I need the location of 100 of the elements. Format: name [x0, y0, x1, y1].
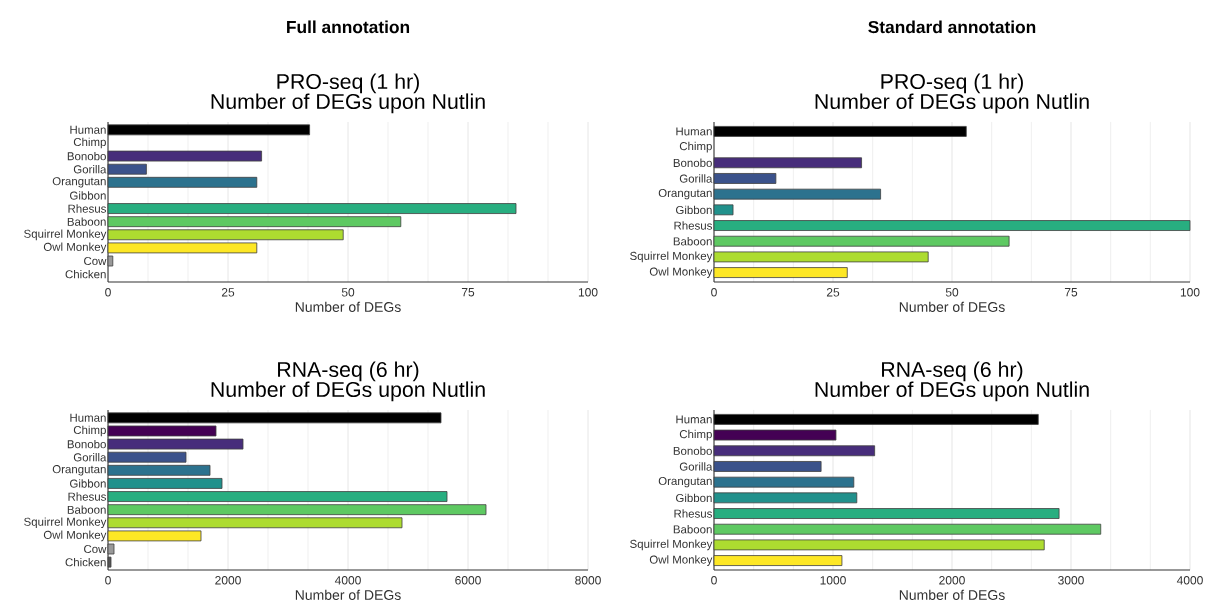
bar: [713, 235, 1010, 247]
bar: [713, 157, 862, 169]
x-tick-label: 0: [711, 576, 717, 585]
bar: [713, 461, 822, 472]
bar: [713, 220, 1191, 231]
y-tick-label: Chimp: [73, 425, 106, 437]
bar: [107, 451, 187, 463]
bar: [107, 478, 223, 489]
chart-subtitle: Number of DEGs upon Nutlin: [211, 93, 485, 114]
bar: [713, 414, 1039, 425]
x-tick-label: 25: [221, 288, 235, 297]
x-tick-label: 0: [105, 288, 111, 297]
text: Full annotation: [287, 20, 410, 34]
bar: [713, 555, 843, 566]
bar: [107, 491, 448, 502]
chart-subtitle: Number of DEGs upon Nutlin: [211, 381, 485, 402]
x-tick-label: 2000: [215, 576, 241, 585]
bar: [713, 508, 1060, 519]
x-tick-label: 75: [1064, 288, 1078, 297]
text: Standard annotation: [868, 20, 1036, 34]
y-tick-label: Rhesus: [674, 509, 712, 518]
x-tick-label: 100: [1180, 288, 1200, 297]
y-tick-label: Gibbon: [70, 479, 106, 488]
y-tick-label: Chimp: [73, 137, 106, 149]
bar: [107, 504, 487, 516]
y-tick-label: Squirrel Monkey: [24, 229, 107, 241]
x-axis-title: Number of DEGs: [295, 589, 401, 600]
y-tick-label: Owl Monkey: [43, 242, 107, 254]
x-tick-label: 4000: [334, 576, 361, 585]
x-tick-label: 25: [826, 288, 840, 297]
y-tick-label: Bonobo: [673, 158, 712, 167]
bar: [107, 150, 263, 162]
bar: [713, 523, 1102, 535]
chart-subtitle: Number of DEGs upon Nutlin: [815, 93, 1089, 114]
y-tick-label: Gibbon: [70, 191, 106, 200]
y-tick-label: Baboon: [673, 525, 712, 534]
x-tick-label: 0: [711, 288, 717, 297]
bar: [107, 216, 402, 228]
y-tick-label: Baboon: [67, 505, 106, 514]
bar: [107, 517, 403, 529]
x-tick-label: 3000: [1058, 576, 1084, 585]
y-tick-label: Gorilla: [679, 462, 713, 471]
y-tick-label: Chicken: [65, 269, 106, 279]
y-tick-label: Squirrel Monkey: [630, 251, 713, 263]
x-axis-title: Number of DEGs: [295, 301, 401, 312]
y-tick-label: Squirrel Monkey: [630, 539, 713, 551]
y-tick-label: Owl Monkey: [43, 530, 107, 542]
x-axis-title: Number of DEGs: [899, 301, 1005, 312]
y-tick-label: Baboon: [67, 217, 106, 226]
bar: [713, 267, 848, 278]
x-tick-label: 4000: [1176, 576, 1203, 585]
bar: [713, 173, 777, 184]
y-tick-label: Bonobo: [67, 151, 106, 161]
y-tick-label: Gibbon: [676, 205, 712, 215]
y-tick-label: Rhesus: [68, 492, 106, 501]
bar: [107, 124, 311, 136]
y-tick-label: Orangutan: [52, 465, 106, 476]
chart-title: PRO-seq (1 hr): [881, 73, 1023, 94]
y-tick-label: Baboon: [673, 237, 712, 246]
y-tick-label: Cow: [84, 544, 107, 554]
bar: [107, 163, 147, 175]
x-axis-title: Number of DEGs: [899, 589, 1005, 600]
bar: [713, 429, 837, 441]
y-tick-label: Human: [70, 125, 106, 134]
y-tick-label: Orangutan: [658, 188, 712, 200]
x-tick-label: 1000: [820, 576, 846, 585]
bar: [713, 204, 734, 216]
y-tick-label: Rhesus: [68, 204, 106, 213]
y-tick-label: Human: [676, 127, 712, 136]
y-tick-label: Bonobo: [673, 446, 712, 455]
x-tick-label: 50: [341, 288, 355, 297]
bar: [107, 176, 258, 188]
y-tick-label: Chicken: [65, 557, 106, 567]
y-tick-label: Orangutan: [658, 476, 712, 488]
bar: [713, 188, 881, 200]
y-tick-label: Gibbon: [676, 493, 712, 503]
bar: [713, 126, 967, 137]
y-tick-label: Bonobo: [67, 439, 106, 449]
y-tick-label: Chimp: [679, 429, 712, 441]
y-tick-label: Human: [676, 415, 712, 424]
chart-subtitle: Number of DEGs upon Nutlin: [815, 381, 1089, 402]
bar: [713, 445, 876, 457]
y-tick-label: Gorilla: [73, 453, 107, 462]
y-tick-label: Orangutan: [52, 177, 106, 188]
y-tick-label: Rhesus: [674, 221, 712, 230]
bar: [107, 203, 517, 214]
y-tick-label: Squirrel Monkey: [24, 517, 107, 529]
x-tick-label: 75: [461, 288, 475, 297]
bar: [713, 476, 855, 488]
bar: [107, 464, 211, 476]
chart-title: RNA-seq (6 hr): [278, 361, 419, 382]
y-tick-label: Owl Monkey: [649, 555, 713, 566]
x-tick-label: 100: [578, 288, 598, 297]
y-tick-label: Chimp: [679, 141, 712, 153]
x-tick-label: 2000: [939, 576, 965, 585]
chart-title: RNA-seq (6 hr): [882, 361, 1023, 382]
x-tick-label: 8000: [575, 576, 601, 585]
y-tick-label: Owl Monkey: [649, 267, 713, 278]
x-tick-label: 50: [945, 288, 959, 297]
x-tick-label: 0: [105, 576, 111, 585]
